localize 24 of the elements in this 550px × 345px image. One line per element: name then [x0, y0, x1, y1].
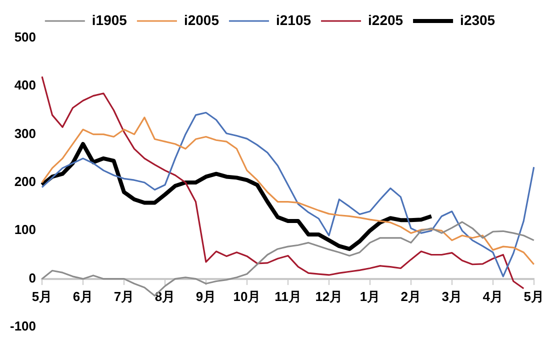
x-tick-label: 7月 [114, 289, 134, 304]
y-tick-label: 300 [14, 126, 36, 141]
y-tick-label: 0 [28, 270, 36, 286]
x-tick-label: 2月 [400, 289, 422, 304]
x-tick-label: 1月 [360, 289, 380, 304]
legend-label: i1905 [92, 12, 128, 28]
legend-label: i2105 [276, 12, 312, 28]
legend-label: i2305 [460, 12, 496, 28]
legend-label: i2205 [368, 12, 404, 28]
x-tick-label: 5月 [32, 289, 52, 304]
legend-label: i2005 [184, 12, 220, 28]
y-tick-label: 200 [14, 174, 36, 190]
y-tick-label: 400 [14, 78, 36, 93]
x-tick-label: 4月 [482, 289, 504, 304]
x-tick-label: 11月 [274, 289, 302, 304]
x-tick-label: 5月 [524, 289, 544, 304]
x-tick-label: 12月 [315, 289, 343, 304]
x-tick-label: 6月 [72, 289, 94, 304]
x-tick-label: 10月 [233, 289, 261, 304]
x-tick-label: 3月 [442, 289, 462, 304]
y-tick-label: -100 [10, 318, 36, 334]
y-tick-label: 100 [14, 222, 36, 238]
y-tick-label: 500 [14, 30, 36, 45]
x-tick-label: 9月 [196, 289, 216, 304]
